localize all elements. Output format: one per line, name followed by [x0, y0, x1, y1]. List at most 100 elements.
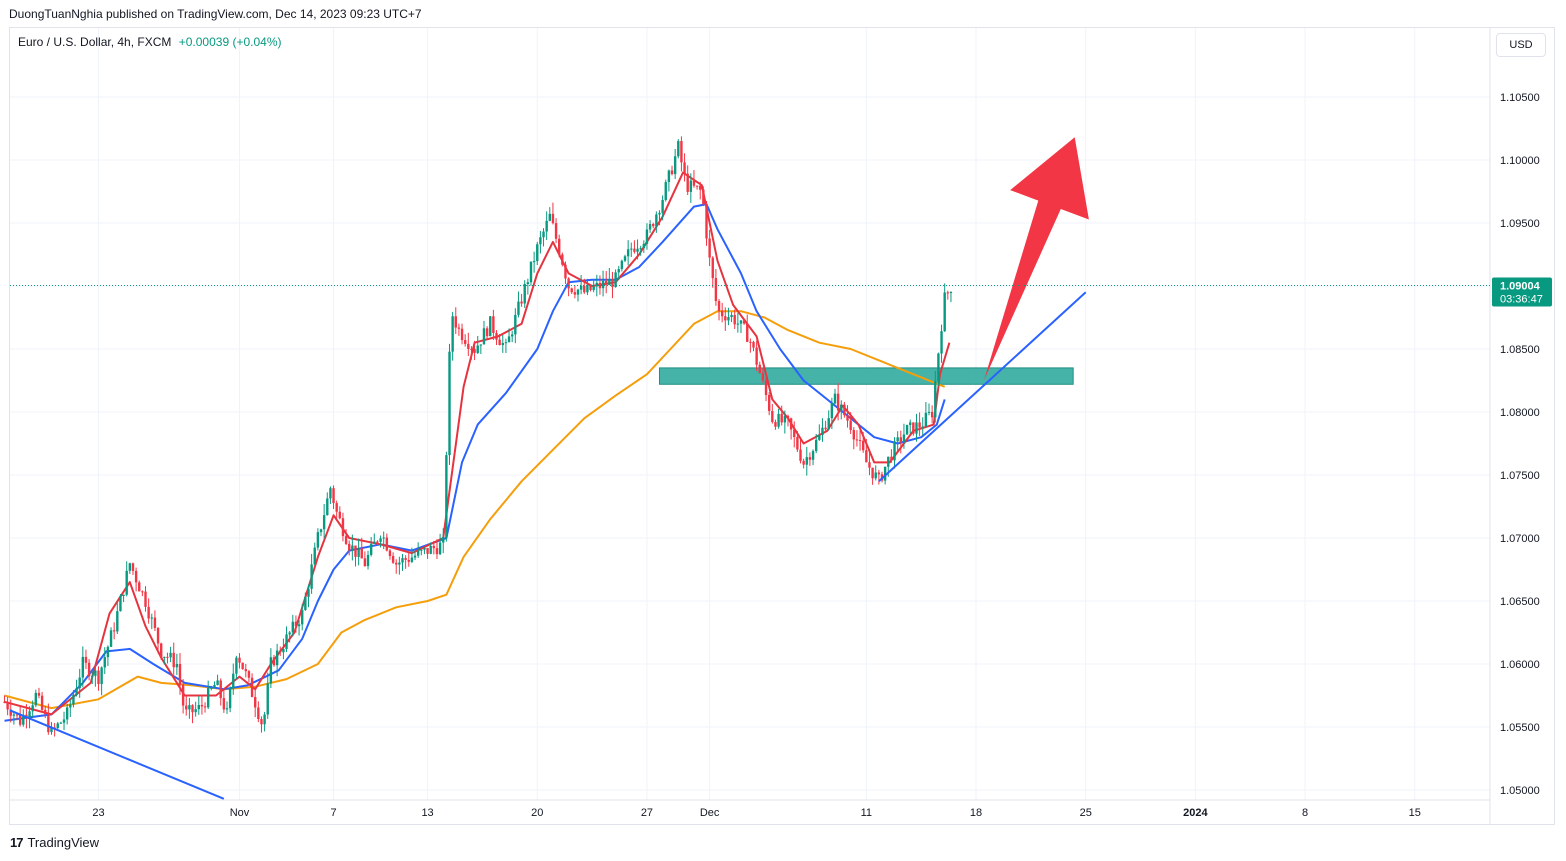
candle-body — [181, 684, 185, 706]
footer-brand[interactable]: 17 TradingView — [10, 835, 99, 850]
candle-body — [445, 455, 448, 538]
candle — [927, 403, 931, 416]
time-tick-label: 7 — [330, 807, 336, 819]
support-zone-layer — [658, 367, 1074, 385]
candle-body — [294, 621, 298, 627]
candle — [138, 580, 141, 592]
candle-body — [169, 652, 172, 658]
candle — [868, 451, 871, 476]
candle — [404, 555, 407, 569]
candle-body — [532, 261, 536, 263]
candle — [34, 689, 38, 708]
candle-body — [282, 648, 285, 653]
candle — [379, 535, 382, 548]
candle — [699, 181, 702, 200]
candle-body — [677, 141, 680, 157]
candle-body — [946, 292, 950, 294]
candle-body — [783, 415, 787, 423]
candle-body — [626, 249, 630, 257]
candle-body — [858, 440, 862, 442]
candle — [210, 685, 213, 691]
candle — [438, 533, 442, 556]
candle — [836, 383, 840, 421]
candle-body — [197, 704, 200, 710]
candle — [695, 185, 699, 190]
candle — [420, 548, 423, 556]
candle — [605, 271, 608, 294]
candle-body — [313, 547, 316, 565]
time-tick-label: 27 — [641, 807, 653, 819]
candle-body — [730, 315, 733, 318]
candle-body — [216, 680, 219, 686]
candle — [254, 688, 257, 718]
candle-body — [485, 328, 489, 337]
candle — [689, 173, 693, 203]
candle — [567, 277, 570, 297]
candle — [899, 430, 903, 454]
candle-body — [103, 657, 106, 668]
time-tick-label: 13 — [421, 807, 433, 819]
candle-body — [100, 667, 103, 685]
candle-body — [877, 472, 881, 475]
candle-body — [551, 213, 555, 224]
candle-body — [576, 289, 580, 295]
candle-body — [855, 439, 859, 441]
candle — [238, 653, 241, 669]
candle — [727, 307, 730, 326]
brand-name: TradingView — [27, 835, 100, 850]
candle — [407, 552, 410, 567]
candle-body — [808, 457, 812, 460]
candle — [338, 506, 342, 520]
candle — [598, 275, 602, 295]
candle — [520, 293, 523, 307]
candle-body — [623, 256, 627, 261]
candle — [116, 601, 119, 635]
candle-body — [921, 426, 924, 428]
candle — [749, 338, 752, 353]
candle — [934, 370, 937, 423]
candle — [232, 663, 235, 695]
candle-body — [263, 714, 266, 725]
candle-body — [423, 547, 426, 550]
candle-body — [799, 449, 802, 461]
candle-body — [733, 315, 736, 325]
candle-body — [840, 404, 843, 411]
candle-body — [865, 450, 868, 463]
candle-body — [6, 701, 9, 710]
candle-body — [818, 435, 821, 440]
candle — [843, 401, 846, 418]
candle-body — [523, 284, 526, 304]
candle-body — [661, 199, 664, 213]
candle-body — [156, 627, 160, 644]
moving-averages — [4, 171, 951, 722]
trendline — [10, 709, 225, 800]
candle-body — [257, 707, 260, 720]
candle — [924, 401, 928, 428]
candle-body — [905, 424, 909, 435]
candle-body — [448, 351, 451, 456]
candle-body — [943, 292, 946, 332]
candle-body — [228, 688, 232, 709]
candle-body — [780, 413, 783, 423]
candle-body — [329, 488, 332, 499]
candle — [498, 334, 501, 346]
candle-body — [291, 621, 295, 633]
currency-button[interactable]: USD — [1496, 33, 1546, 57]
candle — [203, 702, 207, 713]
candle — [304, 592, 307, 611]
candle — [131, 562, 135, 575]
time-tick-label: 18 — [970, 807, 982, 819]
candle — [909, 419, 912, 434]
candle — [545, 211, 548, 240]
candle — [890, 449, 893, 463]
symbol-legend[interactable]: Euro / U.S. Dollar, 4h, FXCM +0.00039 (+… — [18, 35, 281, 49]
candle — [78, 668, 81, 698]
candle-body — [652, 224, 655, 227]
candle-body — [539, 237, 542, 245]
candle-body — [15, 714, 19, 716]
candle-body — [667, 170, 671, 183]
candle-body — [388, 550, 392, 556]
candle — [705, 200, 708, 246]
candle — [410, 547, 414, 564]
